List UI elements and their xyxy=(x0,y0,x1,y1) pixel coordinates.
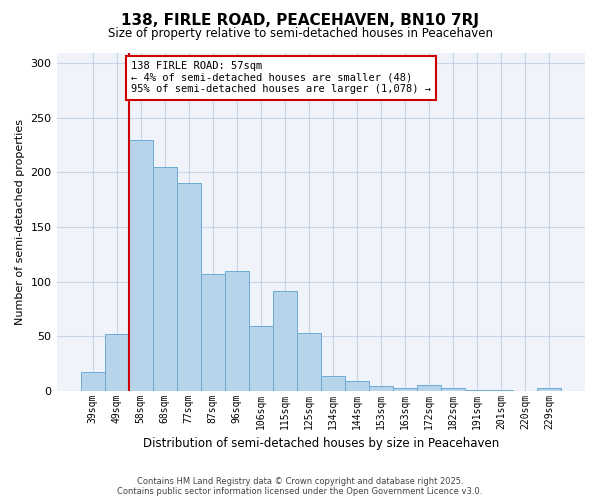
Bar xyxy=(249,326,273,390)
Bar xyxy=(176,184,200,390)
Bar xyxy=(200,274,224,390)
Text: Size of property relative to semi-detached houses in Peacehaven: Size of property relative to semi-detach… xyxy=(107,28,493,40)
X-axis label: Distribution of semi-detached houses by size in Peacehaven: Distribution of semi-detached houses by … xyxy=(143,437,499,450)
Bar xyxy=(393,388,417,390)
Bar xyxy=(345,381,369,390)
Bar xyxy=(321,376,345,390)
Text: 138, FIRLE ROAD, PEACEHAVEN, BN10 7RJ: 138, FIRLE ROAD, PEACEHAVEN, BN10 7RJ xyxy=(121,12,479,28)
Bar xyxy=(369,386,393,390)
Bar xyxy=(537,388,561,390)
Text: 138 FIRLE ROAD: 57sqm
← 4% of semi-detached houses are smaller (48)
95% of semi-: 138 FIRLE ROAD: 57sqm ← 4% of semi-detac… xyxy=(131,61,431,94)
Bar xyxy=(128,140,152,390)
Bar xyxy=(80,372,104,390)
Bar xyxy=(417,385,441,390)
Bar xyxy=(297,333,321,390)
Bar xyxy=(441,388,465,390)
Bar xyxy=(104,334,128,390)
Bar xyxy=(273,292,297,390)
Bar xyxy=(224,270,249,390)
Text: Contains HM Land Registry data © Crown copyright and database right 2025.
Contai: Contains HM Land Registry data © Crown c… xyxy=(118,476,482,496)
Bar xyxy=(152,167,176,390)
Y-axis label: Number of semi-detached properties: Number of semi-detached properties xyxy=(15,118,25,324)
